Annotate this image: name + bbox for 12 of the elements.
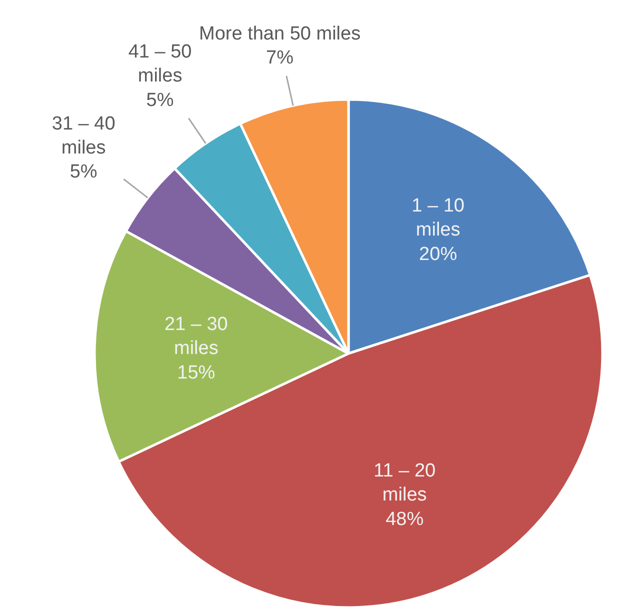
- slice-label: 21 – 30 miles: [164, 314, 228, 360]
- slice-label: 11 – 20 miles: [374, 460, 436, 506]
- slice-label: 31 – 40 miles: [52, 113, 116, 159]
- data-label: 15%: [177, 362, 216, 384]
- data-label: 5%: [146, 90, 174, 111]
- slice-label: 1 – 10 miles: [412, 196, 464, 241]
- data-label: 48%: [386, 508, 424, 530]
- slice-label: 41 – 50 miles: [128, 42, 192, 87]
- data-label: 20%: [419, 244, 458, 265]
- data-label: 7%: [266, 48, 294, 69]
- data-label: 5%: [70, 162, 98, 183]
- slice-label: More than 50 miles: [199, 24, 361, 45]
